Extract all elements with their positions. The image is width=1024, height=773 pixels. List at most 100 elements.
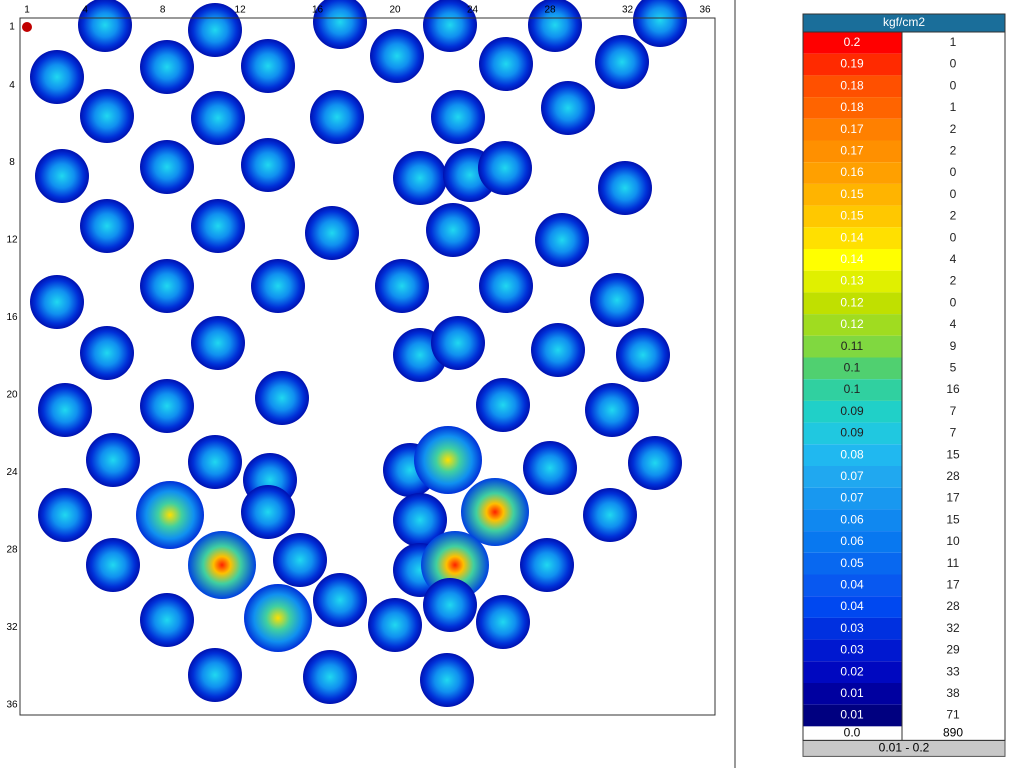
legend-count-cell [902,162,1005,184]
legend-level: 0.18 [840,100,864,114]
pressure-blob [313,573,367,627]
legend-count-cell [902,466,1005,488]
legend-swatch [803,270,902,293]
legend-count-cell [902,422,1005,445]
legend-swatch [803,75,902,98]
legend-level: 0.02 [840,664,864,678]
legend-count: 2 [950,144,957,158]
legend-swatch [803,466,902,488]
pressure-blob [523,441,577,495]
legend-level: 0.08 [840,447,864,461]
legend-count: 10 [946,534,960,548]
legend-swatch [803,97,902,119]
legend-count: 2 [950,274,957,288]
legend-count: 15 [946,447,960,461]
pressure-blob [479,37,533,91]
legend-swatch [803,379,902,401]
pressure-blob [140,593,194,647]
legend-footer: 0.01 - 0.2 [879,741,930,755]
x-axis-label: 16 [312,5,324,16]
legend-count: 29 [946,643,960,657]
pressure-blob [140,140,194,194]
pressure-blob [531,323,585,377]
x-axis-label: 12 [235,5,247,16]
legend-count-cell [902,227,1005,249]
legend-swatch [803,400,902,423]
pressure-blob [191,199,245,253]
legend-swatch [803,140,902,163]
pressure-blob [393,493,447,547]
pressure-blob [461,478,529,546]
legend-count-cell [902,118,1005,141]
pressure-blob [188,435,242,489]
legend-count-cell [902,400,1005,423]
legend-count: 0 [950,165,957,179]
pressure-blob [35,149,89,203]
pressure-blob [241,138,295,192]
legend-swatch [803,162,902,184]
pressure-blob [241,39,295,93]
y-axis-label: 1 [9,22,15,33]
y-axis-label: 8 [9,157,15,168]
legend-count: 17 [946,491,960,505]
y-axis-label: 28 [6,545,18,556]
legend-level: 0.03 [840,643,864,657]
legend-swatch [803,227,902,249]
legend-count-cell [902,683,1005,705]
x-axis-label: 20 [389,5,401,16]
x-axis-label: 4 [82,5,88,16]
legend-count: 38 [946,686,960,700]
legend-level: 0.17 [840,144,864,158]
x-axis-label: 32 [622,5,634,16]
pressure-blob [305,206,359,260]
pressure-blob [393,151,447,205]
legend-level: 0.14 [840,252,864,266]
legend-count-cell [902,639,1005,662]
pressure-blob [80,326,134,380]
pressure-blob [80,89,134,143]
x-axis-label: 36 [699,5,711,16]
pressure-blob [590,273,644,327]
legend-level: 0.05 [840,556,864,570]
pressure-blob [255,371,309,425]
legend-level: 0.07 [840,491,864,505]
legend-level: 0.01 [840,708,864,722]
legend-count-cell [902,704,1005,727]
legend-swatch [803,487,902,510]
legend-count-cell [902,509,1005,532]
x-axis-label: 1 [24,5,30,16]
legend-level: 0.16 [840,165,864,179]
legend-count-cell [902,574,1005,597]
legend-swatch [803,596,902,618]
legend-count-cell [902,596,1005,618]
legend-swatch [803,32,902,54]
legend-count: 32 [946,621,960,635]
legend-count-cell [902,75,1005,98]
legend-count-cell [902,379,1005,401]
pressure-blob [140,379,194,433]
legend-level: 0.06 [840,512,864,526]
pressure-blob [431,90,485,144]
legend-swatch [803,292,902,315]
legend-level: 0.17 [840,122,864,136]
legend-count-cell [902,249,1005,271]
legend-count-cell [902,617,1005,640]
legend-count: 0 [950,295,957,309]
y-axis-label: 24 [6,467,18,478]
pressure-blob [241,485,295,539]
legend-level: 0.1 [844,361,861,375]
legend-swatch [803,249,902,271]
pressure-blob [478,141,532,195]
pressure-blob [86,433,140,487]
x-axis-label: 8 [160,5,166,16]
pressure-blob [188,648,242,702]
legend-level: 0.09 [840,404,864,418]
legend-level: 0.13 [840,274,864,288]
pressure-blob [595,35,649,89]
pressure-blob [140,40,194,94]
legend-level: 0.04 [840,578,864,592]
legend-count: 4 [950,317,957,331]
pressure-blob [30,50,84,104]
legend-count: 7 [950,404,957,418]
legend-level: 0.07 [840,469,864,483]
